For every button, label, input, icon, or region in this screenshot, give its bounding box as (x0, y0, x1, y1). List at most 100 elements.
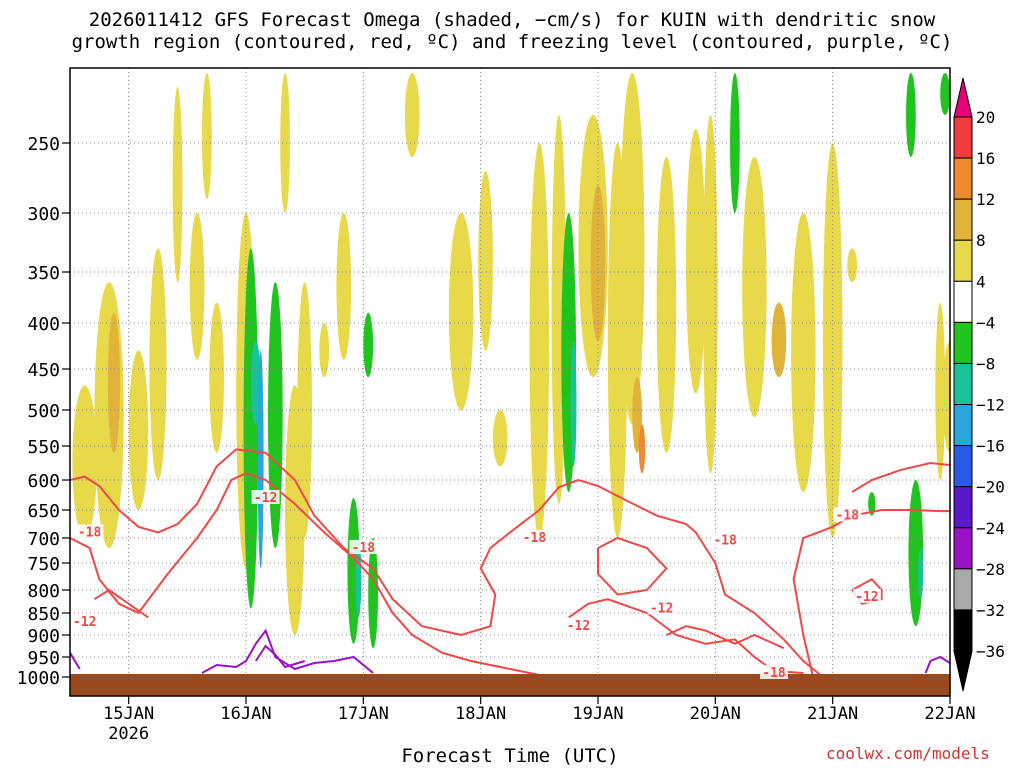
y-tick-label: 300 (27, 204, 60, 225)
contour-label: -12 (650, 601, 673, 616)
y-tick-label: 600 (27, 471, 60, 492)
y-tick-label: 450 (27, 360, 60, 381)
omega-shaded-region (202, 73, 212, 199)
contour-label-bg (349, 540, 378, 554)
omega-shaded-region (742, 157, 767, 418)
omega-shaded-region (268, 282, 283, 548)
colorbar-label: 12 (976, 190, 995, 209)
y-tick-label: 650 (27, 501, 60, 522)
colorbar-label: −4 (976, 313, 995, 332)
contour-label: -18 (713, 534, 737, 549)
colorbar-segment (953, 116, 973, 159)
contour-label: -12 (567, 619, 590, 634)
colorbar-label: 20 (976, 108, 995, 127)
contour-label-bg (70, 613, 99, 628)
colorbar-top-triangle (953, 77, 973, 118)
dsgz-contour (665, 625, 785, 650)
omega-shaded-region (297, 282, 312, 538)
y-tick-label: 950 (27, 648, 60, 669)
chart-title-line-2: growth region (contoured, red, ºC) and f… (71, 31, 953, 53)
y-tick-label: 1000 (17, 668, 60, 689)
x-tick-label: 15JAN (103, 704, 154, 724)
omega-shaded-region (336, 213, 352, 360)
freezing-level-contour (924, 655, 950, 674)
colorbar-segment (953, 321, 973, 364)
contour-label-bg (711, 532, 740, 547)
contour-label-bg (647, 600, 676, 615)
ground-below-surface (70, 674, 950, 696)
contour-label: -12 (254, 491, 277, 506)
freezing-level-contour (70, 652, 81, 670)
colorbar-label: −20 (976, 478, 1005, 497)
omega-shaded-region (404, 73, 420, 157)
omega-shaded-region (280, 73, 290, 213)
contour-label: -18 (78, 525, 102, 540)
contour-label-bg (760, 665, 788, 679)
omega-shaded-region (448, 213, 474, 410)
omega-shaded-region (686, 128, 706, 394)
omega-shaded-region (149, 248, 167, 480)
contour-label: -12 (855, 590, 878, 605)
contour-label-bg (75, 524, 104, 539)
omega-shaded-region (243, 248, 259, 609)
colorbar-label: 4 (976, 272, 986, 291)
y-tick-label: 800 (27, 581, 60, 602)
colorbar-segment (953, 198, 973, 241)
contour-label: -18 (762, 666, 786, 681)
credit-text: coolwx.com/models (826, 744, 990, 763)
y-tick-label: 350 (27, 263, 60, 284)
colorbar-label: −8 (976, 354, 995, 373)
contour-label-bg (520, 530, 549, 544)
contour-label-bg (852, 588, 881, 603)
omega-shaded-region (107, 312, 121, 453)
freezing-level-contour (201, 628, 374, 674)
omega-shaded-region (72, 385, 97, 538)
omega-shaded-region (590, 185, 606, 342)
dsgz-contour (93, 588, 149, 619)
y-tick-label: 750 (27, 554, 60, 575)
omega-shaded-region (570, 341, 577, 467)
chart-title-line-1: 2026011412 GFS Forecast Omega (shaded, −… (88, 9, 936, 31)
colorbar-segment (953, 280, 973, 323)
x-tick-label: 20JAN (690, 704, 741, 724)
omega-shaded-region (128, 350, 149, 510)
colorbar-segment (953, 239, 973, 282)
x-tick-label: 19JAN (572, 704, 623, 724)
omega-shaded-region (906, 73, 916, 157)
colorbar-label: 8 (976, 231, 986, 250)
omega-shaded-region (172, 87, 183, 283)
contour-label: -18 (836, 509, 860, 524)
colorbar-label: −28 (976, 560, 1005, 579)
colorbar-segment (953, 609, 973, 652)
omega-shaded-region (935, 302, 946, 480)
x-tick-label: 18JAN (455, 704, 506, 724)
colorbar-label: −24 (976, 519, 1005, 538)
omega-shaded-region (363, 312, 374, 378)
contour-label: -18 (352, 541, 376, 556)
contour-label: -18 (523, 531, 547, 546)
x-tick-label: 22JAN (924, 704, 975, 724)
dsgz-contour (851, 461, 950, 493)
y-tick-label: 900 (27, 626, 60, 647)
contour-label-bg (564, 618, 593, 633)
omega-shaded-region (319, 323, 330, 378)
x-tick-sublabel: 2026 (108, 724, 149, 744)
colorbar-segment (953, 362, 973, 406)
x-tick-label: 17JAN (338, 704, 389, 724)
y-tick-label: 250 (27, 134, 60, 155)
dsgz-minus18-contour (70, 448, 824, 678)
omega-shaded-region (638, 424, 646, 474)
omega-shaded-region (257, 350, 264, 569)
freezing-level-contour (254, 644, 305, 669)
colorbar-label: −36 (976, 642, 1005, 661)
omega-shaded-region (529, 143, 550, 538)
colorbar-label: −32 (976, 601, 1005, 620)
colorbar-segment (953, 568, 973, 611)
y-tick-label: 500 (27, 401, 60, 422)
plot-frame (69, 67, 951, 697)
y-tick-label: 850 (27, 604, 60, 625)
omega-shaded-region (940, 73, 950, 115)
dsgz-contour (597, 536, 668, 596)
